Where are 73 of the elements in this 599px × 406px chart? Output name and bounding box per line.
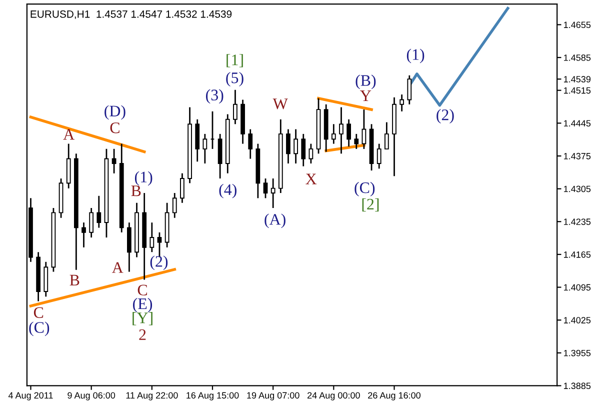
annotation: X	[306, 174, 317, 184]
y-tick-label: 1.4655	[564, 22, 591, 28]
annotation: C	[34, 307, 44, 318]
annotation: (1)	[406, 48, 424, 64]
x-tick-label: 24 Aug 00:00	[308, 392, 360, 400]
y-tick-label: 1.4165	[564, 251, 591, 258]
candlestick	[89, 207, 94, 238]
candlestick	[354, 133, 359, 150]
candlestick	[96, 195, 102, 228]
candlestick	[82, 222, 86, 248]
candlestick	[301, 133, 306, 167]
y-tick-label: 1.3885	[564, 382, 591, 390]
candlestick	[400, 94, 404, 112]
y-tick-label: 1.4305	[564, 186, 591, 192]
annotation: [Y]	[132, 312, 152, 326]
x-tick-label: 26 Aug 16:00	[368, 392, 421, 400]
x-tick-label: 9 Aug 06:00	[68, 392, 116, 400]
candlestick	[286, 128, 290, 164]
y-tick-label: 1.3955	[564, 350, 591, 356]
annotation: (B)	[356, 74, 376, 90]
candlestick	[180, 172, 184, 204]
candlestick	[263, 178, 268, 199]
candlestick	[346, 118, 351, 148]
annotation: C	[110, 122, 120, 134]
candlestick	[270, 178, 276, 209]
y-tick-label: 1.4585	[564, 54, 591, 61]
x-tick-label: 16 Aug 15:00	[186, 392, 239, 400]
y-tick-label: 1.4095	[564, 284, 591, 291]
x-tick-label: 11 Aug 22:00	[126, 392, 178, 400]
annotation: W	[272, 98, 288, 110]
annotation: (C)	[29, 322, 50, 336]
annotation: [2]	[362, 198, 379, 212]
candlestick	[112, 148, 116, 174]
candlestick	[384, 122, 389, 150]
annotation: [1]	[226, 54, 243, 68]
annotation: B	[131, 186, 141, 196]
annotation: B	[70, 274, 80, 286]
annotation: (3)	[206, 89, 224, 104]
candlestick	[150, 222, 154, 253]
annotation: (4)	[219, 184, 236, 198]
candlestick	[172, 192, 177, 219]
annotation: (5)	[226, 72, 244, 86]
candlestick	[308, 143, 314, 164]
text: EURUSD,H1 1.4537 1.4547 1.4532 1.4539	[30, 10, 232, 20]
candlestick	[202, 133, 208, 164]
annotation: (2)	[150, 256, 168, 270]
y-tick-label: 1.4539	[564, 76, 591, 82]
y-tick-label: 1.4375	[564, 152, 591, 160]
y-tick-label: 1.4515	[564, 87, 591, 94]
annotation: A	[63, 129, 74, 140]
candlestick	[294, 128, 298, 164]
annotation: (2)	[436, 109, 454, 124]
candlestick	[331, 123, 336, 144]
candlestick	[233, 89, 238, 125]
candlestick	[339, 106, 344, 154]
annotation: (E)	[133, 298, 152, 312]
annotation: 2	[139, 329, 146, 340]
candlestick	[248, 128, 253, 160]
annotation: (A)	[264, 214, 286, 228]
annotation: C	[138, 284, 147, 296]
candlestick	[376, 143, 382, 170]
y-tick-label: 1.4025	[564, 317, 591, 324]
annotation: Y	[360, 90, 372, 102]
annotation: (C)	[354, 182, 375, 196]
y-tick-label: 1.4235	[564, 218, 591, 225]
y-tick-label: 1.4445	[564, 120, 591, 127]
x-tick-label: 19 Aug 07:00	[247, 392, 300, 400]
candlestick	[407, 74, 412, 106]
annotation: (D)	[104, 105, 126, 120]
candlestick	[362, 108, 366, 150]
annotation: (1)	[134, 171, 152, 186]
x-tick-label: 4 Aug 2011	[8, 392, 53, 400]
annotation: A	[112, 262, 124, 273]
